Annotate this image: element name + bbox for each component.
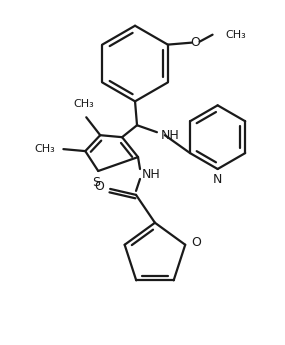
Text: NH: NH <box>142 168 161 181</box>
Text: O: O <box>94 180 104 194</box>
Text: CH₃: CH₃ <box>73 99 94 109</box>
Text: O: O <box>191 36 201 49</box>
Text: S: S <box>92 176 100 189</box>
Text: CH₃: CH₃ <box>35 144 55 154</box>
Text: N: N <box>213 173 222 186</box>
Text: O: O <box>191 236 201 249</box>
Text: NH: NH <box>161 129 180 142</box>
Text: CH₃: CH₃ <box>225 30 246 40</box>
